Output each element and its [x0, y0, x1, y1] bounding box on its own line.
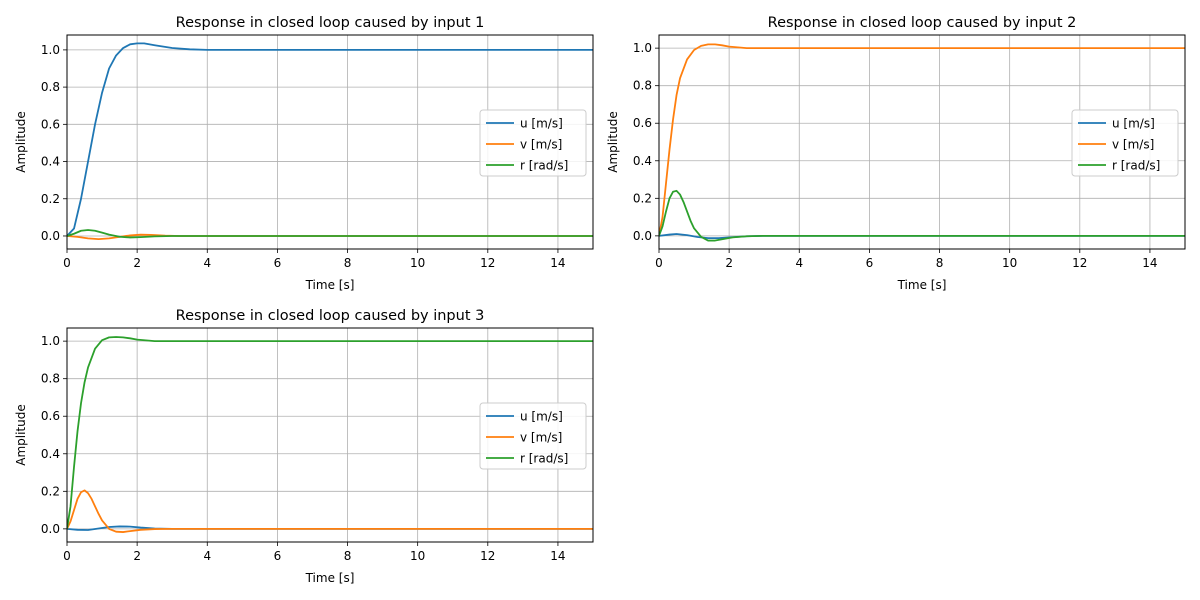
legend: u [m/s] v [m/s] r [rad/s]	[479, 402, 587, 470]
x-tick-label: 10	[410, 256, 425, 270]
legend-label: u [m/s]	[520, 410, 563, 424]
legend-label: v [m/s]	[520, 138, 562, 152]
x-tick-label: 2	[725, 256, 733, 270]
y-axis-label: Amplitude	[606, 111, 620, 173]
y-tick-label: 0.6	[633, 116, 652, 130]
x-tick-label: 8	[344, 256, 352, 270]
legend-label: r [rad/s]	[1112, 159, 1160, 173]
x-tick-label: 4	[203, 549, 211, 563]
chart-title: Response in closed loop caused by input …	[176, 15, 485, 31]
series-line-3	[67, 336, 593, 529]
legend-label: u [m/s]	[1112, 117, 1155, 131]
y-tick-label: 0.4	[633, 154, 652, 168]
y-tick-label: 0.8	[633, 79, 652, 93]
x-tick-label: 2	[133, 549, 141, 563]
legend-label: r [rad/s]	[520, 159, 568, 173]
y-tick-label: 0.2	[41, 192, 60, 206]
y-tick-label: 0.6	[41, 117, 60, 131]
x-tick-label: 2	[133, 256, 141, 270]
legend-box	[479, 402, 587, 470]
axes-frame	[658, 34, 1186, 250]
y-tick-label: 0.8	[41, 80, 60, 94]
x-tick-label: 8	[344, 549, 352, 563]
y-tick-label: 0.0	[41, 229, 60, 243]
axes-frame	[66, 327, 594, 543]
legend-label: r [rad/s]	[520, 452, 568, 466]
x-tick-label: 14	[550, 549, 565, 563]
chart-2: 0 2 4 6 8 10 12 14 0.0 0.2 0.4 0.6 0.8 1.0 Response in…	[606, 15, 1186, 292]
x-tick-label: 14	[1142, 256, 1157, 270]
y-tick-label: 1.0	[633, 41, 652, 55]
x-tick-label: 12	[480, 549, 495, 563]
series-line-1	[67, 42, 593, 237]
legend-label: v [m/s]	[1112, 138, 1154, 152]
x-tick-label: 14	[550, 256, 565, 270]
legend: u [m/s] v [m/s] r [rad/s]	[1071, 109, 1179, 177]
legend-label: u [m/s]	[520, 117, 563, 131]
y-tick-label: 0.4	[41, 155, 60, 169]
x-tick-label: 4	[203, 256, 211, 270]
chart-title: Response in closed loop caused by input …	[768, 15, 1077, 31]
x-tick-label: 0	[63, 256, 71, 270]
x-tick-label: 10	[1002, 256, 1017, 270]
y-tick-label: 0.4	[41, 447, 60, 461]
y-tick-label: 1.0	[41, 43, 60, 57]
y-tick-label: 0.6	[41, 409, 60, 423]
y-tick-label: 0.2	[41, 484, 60, 498]
x-tick-label: 12	[1072, 256, 1087, 270]
series-line-3	[67, 229, 593, 239]
x-tick-label: 6	[274, 256, 282, 270]
x-tick-label: 0	[655, 256, 663, 270]
x-tick-label: 6	[866, 256, 874, 270]
x-tick-label: 6	[274, 549, 282, 563]
chart-3: 0 2 4 6 8 10 12 14 0.0 0.2 0.4 0.6 0.8 1.0 Response in…	[14, 308, 594, 585]
y-axis-label: Amplitude	[14, 404, 28, 466]
chart-1: 0 2 4 6 8 10 12 14 0.0 0.2 0.4 0.6 0.8 1.0 Response in…	[14, 15, 594, 292]
legend-box	[1071, 109, 1179, 177]
y-tick-label: 0.0	[633, 229, 652, 243]
chart-title: Response in closed loop caused by input …	[176, 308, 485, 324]
y-tick-label: 1.0	[41, 334, 60, 348]
series-line-2	[659, 43, 1185, 237]
x-tick-label: 10	[410, 549, 425, 563]
y-axis-label: Amplitude	[14, 111, 28, 173]
axes-frame	[66, 34, 594, 250]
series-line-3	[659, 189, 1185, 242]
x-axis-label: Time [s]	[897, 278, 947, 292]
x-axis-label: Time [s]	[305, 571, 355, 585]
y-tick-label: 0.0	[41, 522, 60, 536]
legend-label: v [m/s]	[520, 431, 562, 445]
x-tick-label: 8	[936, 256, 944, 270]
x-tick-label: 0	[63, 549, 71, 563]
x-axis-label: Time [s]	[305, 278, 355, 292]
legend-box	[479, 109, 587, 177]
series-line-2	[67, 489, 593, 533]
legend: u [m/s] v [m/s] r [rad/s]	[479, 109, 587, 177]
x-tick-label: 4	[795, 256, 803, 270]
y-tick-label: 0.2	[633, 191, 652, 205]
x-tick-label: 12	[480, 256, 495, 270]
y-tick-label: 0.8	[41, 372, 60, 386]
